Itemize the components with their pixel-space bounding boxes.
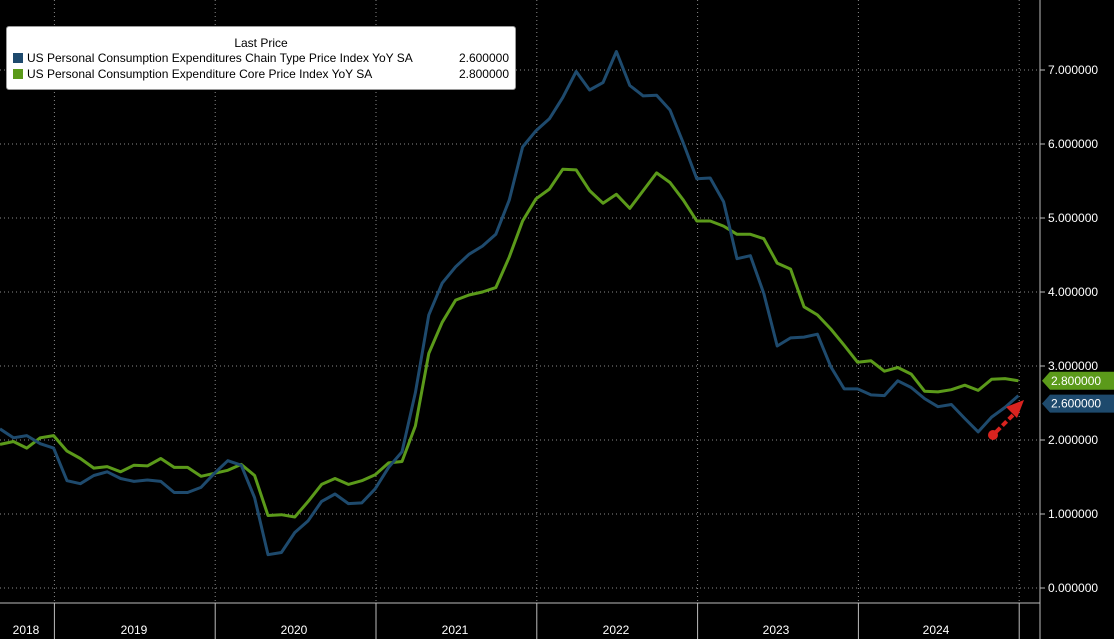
year-label: 2023 bbox=[763, 623, 790, 637]
y-tick-label: 3.000000 bbox=[1048, 359, 1098, 373]
y-tick-label: 2.000000 bbox=[1048, 433, 1098, 447]
legend-swatch-headline bbox=[13, 53, 23, 63]
legend-box: Last Price US Personal Consumption Expen… bbox=[6, 26, 516, 90]
y-tick-label: 0.000000 bbox=[1048, 581, 1098, 595]
year-label: 2018 bbox=[13, 623, 40, 637]
y-tick-label: 4.000000 bbox=[1048, 285, 1098, 299]
legend-label-headline: US Personal Consumption Expenditures Cha… bbox=[27, 51, 413, 65]
legend-entry-headline: US Personal Consumption Expenditures Cha… bbox=[13, 51, 509, 65]
y-tick-label: 7.000000 bbox=[1048, 63, 1098, 77]
last-value-tag-core: 2.800000 bbox=[1042, 372, 1114, 390]
y-tick-label: 5.000000 bbox=[1048, 211, 1098, 225]
year-label: 2021 bbox=[442, 623, 469, 637]
y-tick-label: 1.000000 bbox=[1048, 507, 1098, 521]
year-label: 2024 bbox=[923, 623, 950, 637]
tag-label: 2.800000 bbox=[1051, 374, 1101, 388]
last-value-tag-headline: 2.600000 bbox=[1042, 395, 1114, 413]
y-tick-label: 6.000000 bbox=[1048, 137, 1098, 151]
legend-value-core: 2.800000 bbox=[459, 67, 509, 81]
legend-swatch-core bbox=[13, 69, 23, 79]
legend-value-headline: 2.600000 bbox=[459, 51, 509, 65]
tag-label: 2.600000 bbox=[1051, 397, 1101, 411]
year-label: 2019 bbox=[121, 623, 148, 637]
year-label: 2020 bbox=[281, 623, 308, 637]
legend-entry-core: US Personal Consumption Expenditure Core… bbox=[13, 67, 509, 81]
legend-title: Last Price bbox=[7, 36, 515, 50]
year-label: 2022 bbox=[603, 623, 630, 637]
legend-label-core: US Personal Consumption Expenditure Core… bbox=[27, 67, 372, 81]
